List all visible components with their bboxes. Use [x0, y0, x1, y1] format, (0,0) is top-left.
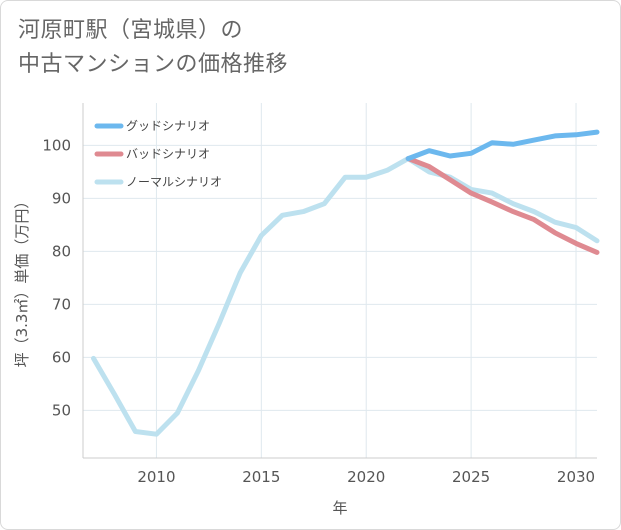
- x-tick-label: 2030: [557, 468, 595, 486]
- axes: 2010 2015 2020 2025 2030 50 60 70 80 90 100: [42, 103, 597, 486]
- legend-label: ノーマルシナリオ: [126, 175, 222, 189]
- plot-area: [83, 103, 597, 458]
- chart-title-line-1: 河原町駅（宮城県）の: [18, 18, 244, 43]
- y-tick-label: 60: [52, 348, 71, 366]
- legend-label: グッドシナリオ: [126, 119, 210, 133]
- x-tick-label: 2015: [242, 468, 280, 486]
- series-line-0: [405, 129, 600, 162]
- grid-lines: [83, 103, 597, 458]
- series-line-1: [405, 156, 600, 255]
- y-tick-label: 100: [42, 136, 71, 154]
- chart-title-line-2: 中古マンションの価格推移: [18, 52, 289, 77]
- x-tick-label: 2010: [137, 468, 175, 486]
- x-axis-label: 年: [332, 499, 347, 517]
- series-line-2: [91, 156, 600, 437]
- y-tick-label: 70: [52, 295, 71, 313]
- x-tick-label: 2020: [347, 468, 385, 486]
- series-layer: [91, 129, 600, 437]
- chart-title: 河原町駅（宮城県）の 中古マンションの価格推移: [18, 14, 288, 82]
- y-axis-label: 坪（3.3㎡）単価（万円）: [13, 194, 31, 368]
- legend-label: バッドシナリオ: [126, 147, 210, 161]
- y-tick-label: 80: [52, 242, 71, 260]
- x-tick-label: 2025: [452, 468, 490, 486]
- y-tick-label: 50: [52, 401, 71, 419]
- y-tick-label: 90: [52, 189, 71, 207]
